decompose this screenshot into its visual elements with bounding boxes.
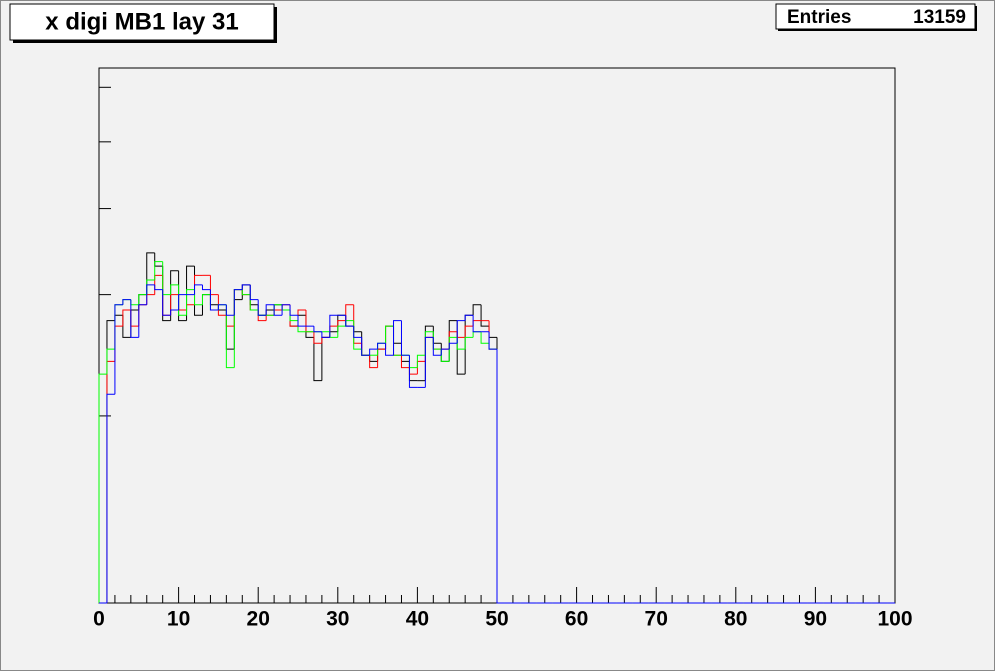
bin-step [393, 320, 402, 356]
bin-step [472, 304, 482, 316]
bin-step [385, 343, 394, 356]
bin-step [321, 331, 330, 338]
bin-step [154, 261, 163, 281]
bin-step [313, 331, 322, 344]
bin-step [162, 289, 171, 316]
bin-step [456, 320, 466, 344]
bin-step [377, 342, 386, 350]
bin-step [106, 393, 115, 603]
bin-step [98, 373, 107, 603]
bin-step [400, 320, 410, 356]
bin-step [464, 336, 474, 350]
x-tick-label: 0 [93, 608, 105, 631]
bin-step [233, 289, 243, 316]
bin-step [496, 349, 505, 604]
bin-step [146, 284, 155, 305]
bin-step [194, 284, 203, 295]
bin-step [201, 294, 211, 305]
bin-step [217, 294, 227, 316]
bin-step [186, 289, 195, 316]
bin-step [313, 337, 322, 382]
bin-step [416, 354, 426, 368]
x-tick-label: 40 [406, 608, 429, 631]
bin-step [170, 309, 179, 316]
x-tick-label: 60 [565, 608, 588, 631]
stats-box [775, 3, 976, 30]
bin-step [488, 331, 497, 350]
bin-step [337, 320, 346, 327]
x-tick-label: 10 [167, 608, 190, 631]
bin-step [178, 294, 187, 310]
bin-step [337, 325, 346, 338]
title-box [9, 3, 275, 41]
bin-step [114, 304, 123, 395]
bin-step [432, 337, 442, 356]
bin-step [329, 314, 338, 338]
bin-step [241, 289, 251, 296]
bin-step [106, 348, 115, 375]
bin-step [217, 304, 227, 310]
bin-step [464, 314, 474, 321]
bin-step [313, 326, 322, 333]
bin-step [345, 315, 354, 327]
x-tick-label: 90 [804, 608, 827, 631]
bin-step [201, 284, 211, 291]
bin-step [464, 325, 474, 338]
bin-step [448, 336, 458, 362]
bin-step [480, 304, 490, 327]
bin-step [249, 284, 259, 301]
x-tick-label: 80 [724, 608, 747, 631]
bin-step [138, 304, 147, 338]
bin-step [400, 355, 410, 369]
bin-step [424, 336, 434, 388]
bin-step [225, 304, 235, 316]
bin-step [170, 284, 179, 295]
bin-step [353, 326, 362, 338]
bin-step [241, 284, 251, 290]
bin-step [225, 304, 235, 369]
bin-step [448, 342, 458, 350]
bin-step [265, 304, 275, 316]
bin-step [361, 337, 370, 356]
bin-step [122, 309, 131, 327]
bin-step [289, 304, 298, 316]
x-tick-label: 70 [645, 608, 668, 631]
bin-step [369, 348, 378, 356]
bin-step [138, 294, 147, 305]
bin-step [480, 331, 490, 344]
bin-step [297, 315, 306, 327]
stats-label: Entries [787, 7, 851, 28]
bin-step [122, 299, 131, 305]
x-tick-label: 50 [485, 608, 508, 631]
x-tick-label: 30 [326, 608, 349, 631]
bin-step [273, 304, 283, 316]
bin-step [257, 299, 267, 316]
x-tick-label: 20 [247, 608, 270, 631]
bin-step [385, 325, 394, 344]
bin-step [154, 284, 163, 291]
x-tick-label: 100 [877, 608, 912, 631]
bin-step [408, 355, 418, 388]
bin-step [472, 315, 482, 333]
stats-value: 13159 [913, 7, 966, 28]
bin-step [130, 299, 139, 338]
bin-step [440, 348, 450, 356]
bin-step [281, 304, 291, 316]
bin-step [369, 355, 378, 369]
bin-step [209, 289, 219, 311]
chart-title: x digi MB1 lay 31 [45, 8, 238, 35]
